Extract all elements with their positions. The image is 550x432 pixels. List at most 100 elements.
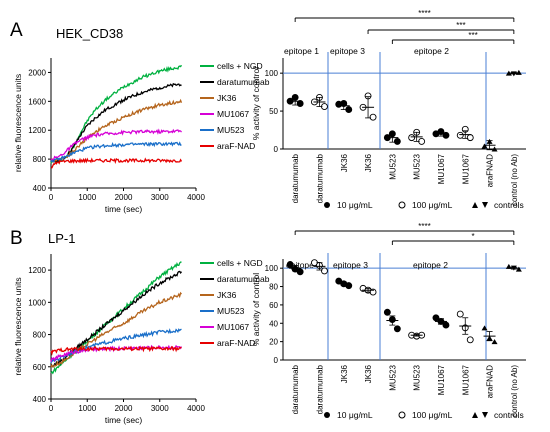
x-tick-label: 1000 [78,404,96,413]
data-point [286,261,294,268]
legend-label: controls [494,410,524,420]
y-tick-label: 600 [33,363,47,372]
x-axis-label: time (sec) [105,204,142,214]
category-label: control (no Ab) [510,154,519,206]
category-label: JK36 [340,153,349,172]
data-point [383,308,391,316]
y-tick-label: 400 [33,184,47,193]
y-tick-label: 100 [265,264,279,273]
legend-label: araF-NAD [217,141,255,151]
y-tick-label: 1200 [28,266,46,275]
y-axis-label: relative fluorescence units [13,74,23,172]
y-tick-label: 60 [269,301,278,310]
x-tick-label: 0 [49,193,54,202]
data-point [466,336,474,344]
category-label: JK36 [364,364,373,383]
data-point [296,100,304,107]
legend-marker-open [398,411,406,419]
legend-label: MU1067 [217,109,249,119]
legend-marker-triangle-down [482,412,488,418]
y-tick-label: 80 [269,283,278,292]
x-tick-label: 4000 [187,404,205,413]
data-point [369,113,377,121]
y-tick-label: 20 [269,338,278,347]
legend-marker-triangle-up [472,202,478,208]
category-label: MU1067 [461,153,470,184]
legend-marker-filled [324,202,330,208]
significance-label: *** [456,21,465,30]
category-label: MU523 [413,364,422,390]
x-tick-label: 4000 [187,193,205,202]
x-tick-label: 1000 [78,193,96,202]
y-tick-label: 1600 [28,97,46,106]
category-label: control (no Ab) [510,365,519,417]
y-tick-label: 1200 [28,126,46,135]
legend-label: MU523 [217,306,245,316]
y-tick-label: 40 [269,319,278,328]
category-label: JK36 [340,364,349,383]
y-tick-label: 1000 [28,298,46,307]
epitope-label: epitope 1 [286,260,321,270]
legend-marker-open [398,201,406,209]
activity-chart: 0 20 40 60 80 100 % activity of control epitope… [251,222,526,420]
series-line-araf-nad [50,345,182,356]
legend-label: cells + NGD [217,61,263,71]
y-axis-label: % activity of control [251,273,261,346]
x-axis-label: time (sec) [105,415,142,425]
category-label: araFNAD [486,154,495,188]
data-point [456,131,464,139]
significance-label: * [472,232,475,241]
data-point [456,310,464,318]
data-point [393,137,401,145]
legend-label: daratumumab [217,77,270,87]
category-label: JK36 [364,153,373,172]
category-label: MU1067 [437,153,446,184]
series-line-daratumumab [50,82,182,164]
series-line-mu1067 [50,128,183,162]
series-line-jk36 [50,98,183,164]
legend-label: 100 μg/mL [412,410,453,420]
data-point [393,325,401,333]
legend-marker-triangle-up [472,412,478,418]
y-tick-label: 400 [33,395,47,404]
significance-label: **** [418,9,430,18]
data-point [505,263,512,269]
x-tick-label: 2000 [115,193,133,202]
category-label: MU523 [413,153,422,179]
data-point [442,321,450,329]
data-point [491,146,498,152]
category-label: daratumumab [315,153,324,203]
significance-label: *** [468,31,477,40]
epitope-label: epitope 3 [333,260,368,270]
series-line-mu523 [50,141,182,164]
kinetics-chart: 400 800 1200 1600 2000 0 1000 2000 3000 4000 time … [13,58,270,214]
legend-label: 100 μg/mL [412,200,453,210]
legend-label: 10 μg/mL [337,200,373,210]
data-point [296,268,304,276]
category-label: daratumumab [291,364,300,414]
panel-letter: B [10,228,23,249]
y-tick-label: 800 [33,155,47,164]
legend-marker-filled [324,412,330,418]
epitope-label: epitope 2 [414,46,449,56]
x-tick-label: 3000 [151,404,169,413]
data-point [432,314,440,322]
data-point [491,339,498,345]
y-tick-label: 100 [265,69,279,78]
legend-marker-triangle-down [482,202,488,208]
kinetics-chart: 400 600 800 1000 1200 0 1000 2000 3000 4000 time (… [13,254,270,425]
activity-chart: 0 50 100 % activity of control epitope 1 epit… [251,9,526,210]
legend-label: cells + NGD [217,258,263,268]
data-point [481,143,488,149]
category-label: MU523 [388,153,397,179]
epitope-label: epitope 2 [413,260,448,270]
data-point [515,266,522,272]
legend-label: JK36 [217,93,237,103]
y-tick-label: 0 [274,145,279,154]
x-tick-label: 3000 [151,193,169,202]
category-label: MU523 [388,364,397,390]
category-label: MU1067 [437,364,446,395]
y-tick-label: 2000 [28,68,46,77]
